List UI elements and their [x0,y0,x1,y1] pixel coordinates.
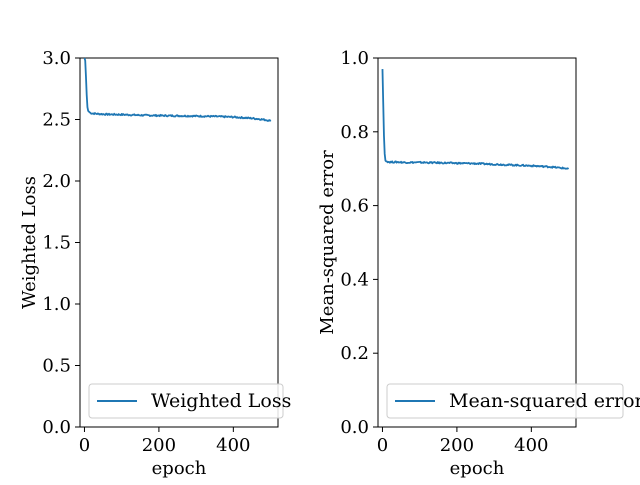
y-axis-label-mean-squared-error: Mean-squared error [317,150,338,335]
plot-area-mean-squared-error [377,57,577,428]
y-tick-label-weighted-loss: 1.0 [42,294,71,315]
chart-mean-squared-error: 0 200 400 0.0 0.2 0.4 0.6 0.8 1.0 epoch Mean-sq… [317,48,640,479]
x-tick-label-weighted-loss: 400 [216,435,250,456]
y-tick-label-mean-squared-error: 0.6 [340,196,369,217]
x-axis-label-weighted-loss: epoch [152,458,207,479]
y-tick-label-weighted-loss: 1.5 [42,233,71,254]
y-tick-label-mean-squared-error: 0.4 [340,269,369,290]
y-tick-label-mean-squared-error: 0.2 [340,343,369,364]
y-tick-label-weighted-loss: 0.5 [42,356,71,377]
y-tick-label-mean-squared-error: 0.8 [340,122,369,143]
y-tick-label-weighted-loss: 2.5 [42,110,71,131]
chart-weighted-loss: 0 200 400 0.0 0.5 1.0 1.5 2.0 2.5 3.0 epoch Weig… [19,48,291,479]
legend-box-weighted-loss [88,383,284,419]
y-tick-label-mean-squared-error: 0.0 [340,417,369,438]
legend-weighted-loss: Weighted Loss [88,383,291,419]
y-tick-label-weighted-loss: 3.0 [42,48,71,69]
x-ticks-weighted-loss: 0 200 400 [79,427,251,456]
series-group-mean-squared-error [381,69,570,170]
x-tick-label-mean-squared-error: 0 [377,435,388,456]
y-ticks-mean-squared-error: 0.0 0.2 0.4 0.6 0.8 1.0 [340,48,378,438]
y-axis-label-weighted-loss: Weighted Loss [19,176,40,309]
legend-label-mean-squared-error: Mean-squared error [449,390,640,412]
series-line-mean-squared-error [381,69,570,170]
x-tick-label-weighted-loss: 200 [142,435,176,456]
x-ticks-mean-squared-error: 0 200 400 [377,427,549,456]
y-tick-label-weighted-loss: 2.0 [42,171,71,192]
y-ticks-weighted-loss: 0.0 0.5 1.0 1.5 2.0 2.5 3.0 [42,48,80,438]
legend-mean-squared-error: Mean-squared error [386,383,640,419]
plot-area-weighted-loss [79,57,279,428]
series-group-weighted-loss [83,57,272,122]
x-tick-label-mean-squared-error: 400 [514,435,548,456]
y-tick-label-mean-squared-error: 1.0 [340,48,369,69]
x-tick-label-weighted-loss: 0 [79,435,90,456]
series-line-weighted-loss [83,57,272,122]
legend-label-weighted-loss: Weighted Loss [151,390,291,412]
legend-box-mean-squared-error [386,383,624,419]
y-tick-label-weighted-loss: 0.0 [42,417,71,438]
x-tick-label-mean-squared-error: 200 [440,435,474,456]
x-axis-label-mean-squared-error: epoch [450,458,505,479]
